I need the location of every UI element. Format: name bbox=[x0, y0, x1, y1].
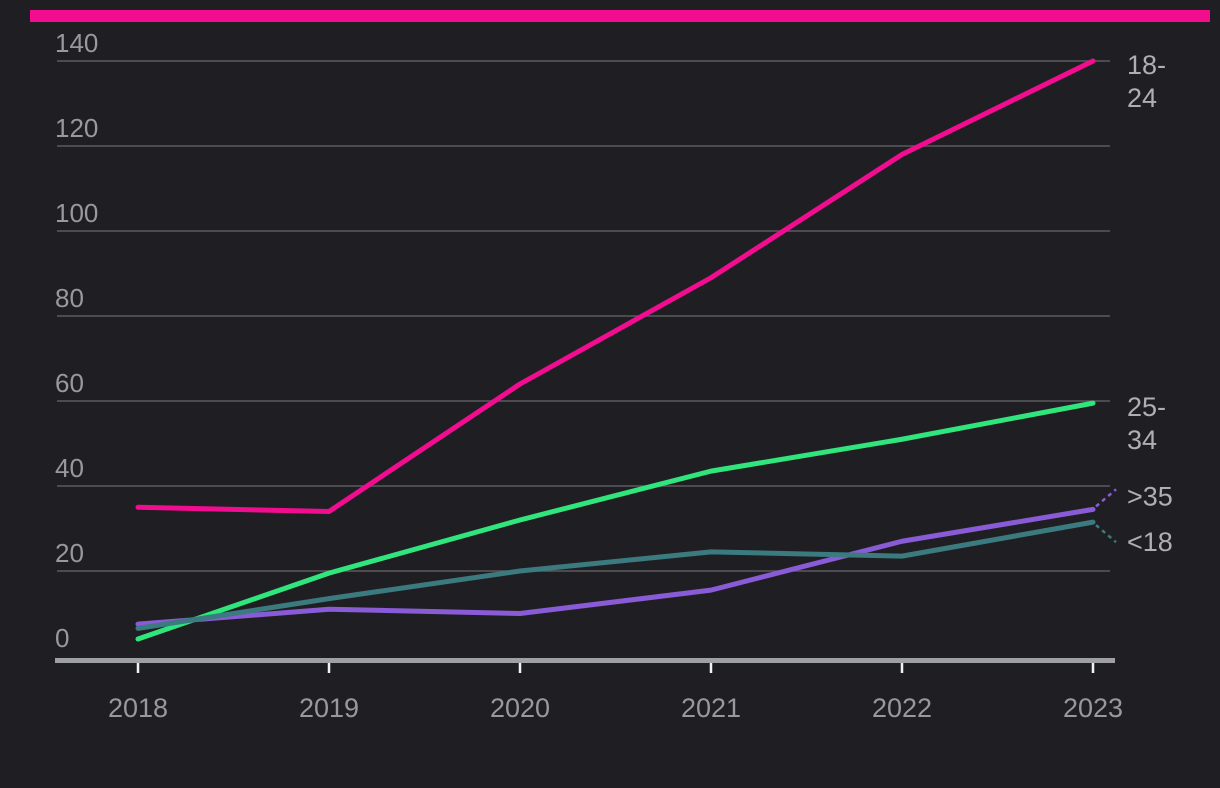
line-series->35 bbox=[135, 506, 1096, 627]
accent-top-bar bbox=[30, 10, 1210, 22]
y-axis-label-60: 60 bbox=[55, 368, 84, 398]
y-axis-label-20: 20 bbox=[55, 538, 84, 568]
y-axis-label-0: 0 bbox=[55, 623, 69, 653]
leader-line-<18 bbox=[1095, 524, 1117, 544]
x-axis-label-2022: 2022 bbox=[872, 693, 932, 723]
y-axis-label-40: 40 bbox=[55, 453, 84, 483]
line-series-18-24 bbox=[135, 58, 1096, 514]
x-axis-label-2023: 2023 bbox=[1063, 693, 1123, 723]
x-axis-label-2019: 2019 bbox=[299, 693, 359, 723]
x-axis-label-2021: 2021 bbox=[681, 693, 741, 723]
line-series-<18 bbox=[135, 519, 1096, 631]
y-axis-label-100: 100 bbox=[55, 198, 98, 228]
y-axis-label-140: 140 bbox=[55, 28, 98, 58]
x-axis-label-2020: 2020 bbox=[490, 693, 550, 723]
x-axis-label-2018: 2018 bbox=[108, 693, 168, 723]
line-series-25-34 bbox=[135, 400, 1096, 642]
series-end-label->35: >35 bbox=[1127, 481, 1173, 511]
y-axis-label-120: 120 bbox=[55, 113, 98, 143]
y-axis-label-80: 80 bbox=[55, 283, 84, 313]
series-end-label-<18: <18 bbox=[1127, 527, 1173, 557]
leader-line->35 bbox=[1095, 488, 1117, 508]
series-end-label-25-34: 25-34 bbox=[1127, 392, 1166, 455]
series-end-label-18-24: 18-24 bbox=[1127, 50, 1166, 113]
